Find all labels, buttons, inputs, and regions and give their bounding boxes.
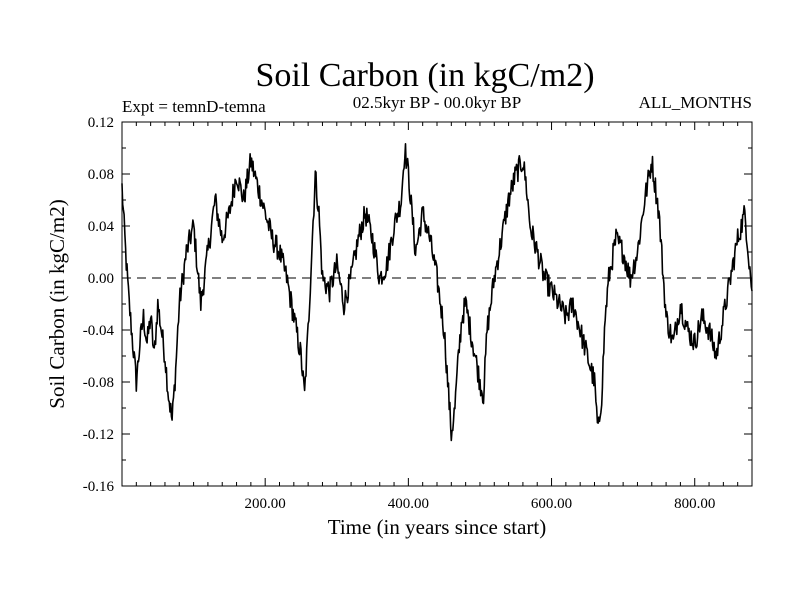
y-tick-label: 0.00 <box>88 271 114 287</box>
y-tick-label: 0.04 <box>88 219 115 235</box>
chart-subtitle-right: ALL_MONTHS <box>639 93 752 112</box>
chart-subtitle-left: Expt = temnD-temna <box>122 97 266 116</box>
y-tick-label: 0.12 <box>88 115 114 131</box>
y-axis-label: Soil Carbon (in kgC/m2) <box>45 199 69 408</box>
y-axis-ticks: 0.12 0.08 0.04 0.00 -0.04 -0.08 -0.12 -0.16 <box>83 115 752 495</box>
chart-subtitle-center: 02.5kyr BP - 00.0kyr BP <box>353 93 521 112</box>
chart-title: Soil Carbon (in kgC/m2) <box>255 57 594 94</box>
x-axis-label: Time (in years since start) <box>328 515 547 539</box>
x-axis-ticks: 200.00 400.00 600.00 800.00 <box>135 122 739 512</box>
x-tick-label: 200.00 <box>245 496 286 512</box>
y-tick-label: -0.08 <box>83 375 114 391</box>
x-tick-label: 400.00 <box>388 496 429 512</box>
x-tick-label: 600.00 <box>531 496 572 512</box>
y-tick-label: -0.16 <box>83 479 115 495</box>
y-tick-label: 0.08 <box>88 167 114 183</box>
y-tick-label: -0.04 <box>83 323 115 339</box>
x-tick-label: 800.00 <box>674 496 715 512</box>
y-tick-label: -0.12 <box>83 427 114 443</box>
plot-frame <box>121 121 753 487</box>
series-line <box>121 143 753 442</box>
